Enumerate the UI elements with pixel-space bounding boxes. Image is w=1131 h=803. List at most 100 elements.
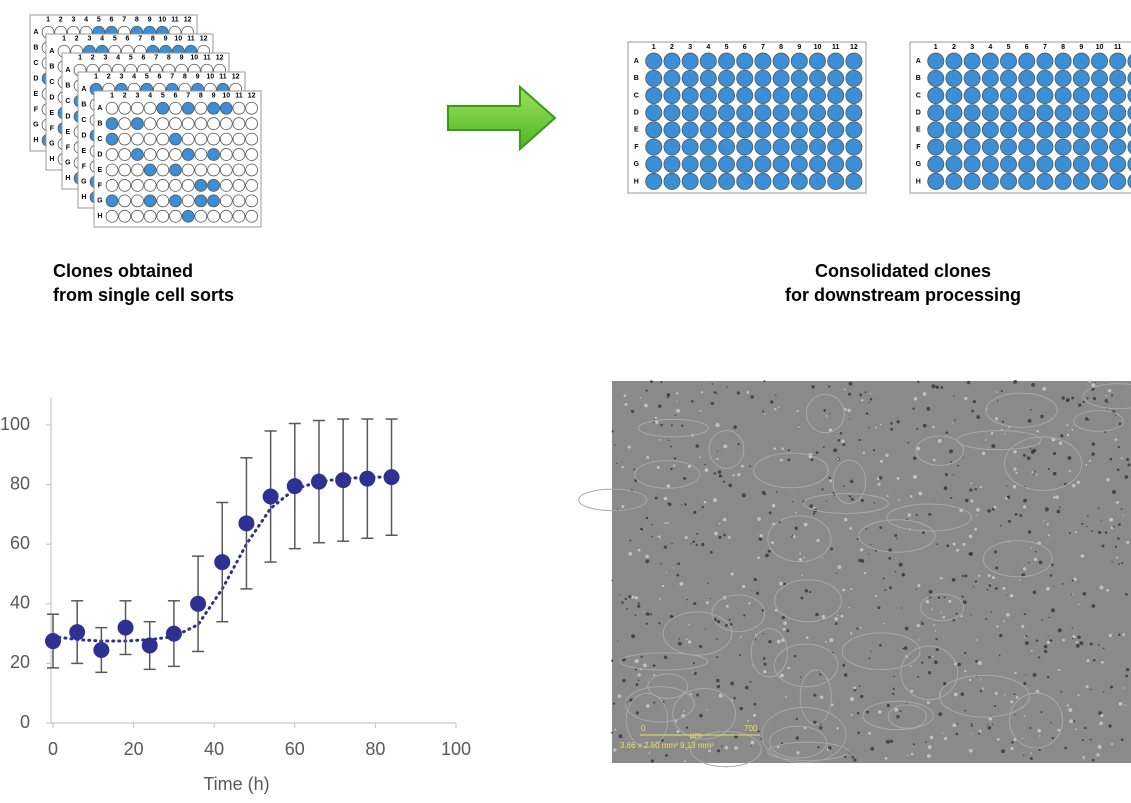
well: [773, 53, 789, 69]
speck: [813, 694, 816, 697]
speck: [678, 642, 682, 646]
speck: [1028, 562, 1029, 563]
speck: [1084, 759, 1085, 760]
well: [846, 139, 862, 155]
speck: [962, 575, 964, 577]
speck: [1112, 490, 1116, 494]
well: [964, 70, 980, 86]
speck: [754, 578, 757, 581]
speck: [793, 535, 796, 538]
column-label: 4: [988, 44, 992, 51]
well: [846, 173, 862, 189]
speck: [631, 634, 635, 638]
well: [1091, 53, 1107, 69]
speck: [783, 621, 787, 625]
speck: [1006, 486, 1007, 487]
speck: [640, 528, 643, 531]
well: [964, 87, 980, 103]
y-tick-label: 80: [10, 473, 30, 493]
speck: [946, 544, 949, 547]
speck: [840, 432, 843, 435]
row-label: E: [34, 91, 39, 98]
speck: [696, 694, 699, 697]
well: [828, 53, 844, 69]
point: [190, 596, 206, 612]
well: [737, 173, 753, 189]
speck: [850, 480, 854, 484]
well: [791, 53, 807, 69]
speck: [866, 412, 869, 415]
well: [208, 179, 220, 191]
speck: [1091, 530, 1093, 532]
row-label: H: [97, 213, 102, 220]
speck: [716, 458, 718, 460]
speck: [1000, 525, 1002, 527]
speck: [1115, 546, 1117, 548]
speck: [655, 417, 657, 419]
column-label: 1: [94, 74, 98, 81]
speck: [841, 439, 845, 443]
well: [928, 139, 944, 155]
speck: [849, 527, 852, 530]
row-label: D: [65, 113, 70, 120]
speck: [1085, 417, 1088, 420]
row-label: E: [916, 127, 921, 134]
speck: [1121, 508, 1123, 510]
speck: [746, 391, 749, 394]
speck: [1118, 523, 1121, 526]
speck: [667, 484, 671, 488]
column-label: 11: [203, 55, 211, 62]
row-label: G: [49, 141, 55, 148]
row-label: C: [33, 60, 38, 67]
speck: [658, 536, 661, 539]
column-label: 3: [688, 44, 692, 51]
speck: [645, 622, 647, 624]
well: [233, 179, 245, 191]
speck: [870, 393, 872, 395]
speck: [1122, 633, 1125, 636]
well: [928, 156, 944, 172]
speck: [675, 414, 676, 415]
well: [828, 105, 844, 121]
row-label: H: [65, 175, 70, 182]
speck: [942, 733, 943, 734]
speck: [821, 488, 823, 490]
speck: [794, 526, 797, 529]
well: [170, 164, 182, 176]
speck: [1082, 739, 1084, 741]
speck: [707, 709, 708, 710]
speck: [629, 540, 631, 542]
speck: [635, 596, 638, 599]
speck: [1109, 634, 1112, 637]
speck: [875, 595, 877, 597]
speck: [750, 681, 752, 683]
well: [106, 118, 118, 130]
speck: [917, 381, 919, 383]
speck: [714, 532, 718, 536]
speck: [616, 463, 617, 464]
speck: [1091, 452, 1095, 456]
speck: [1058, 669, 1060, 671]
row-label: H: [81, 194, 86, 201]
speck: [976, 415, 980, 419]
well: [828, 156, 844, 172]
well: [646, 122, 662, 138]
speck: [796, 751, 799, 754]
well: [1073, 173, 1089, 189]
speck: [828, 746, 832, 750]
speck: [985, 618, 987, 620]
row-label: B: [916, 75, 921, 82]
caption: from single cell sorts: [53, 285, 234, 305]
speck: [651, 759, 654, 762]
well: [682, 105, 698, 121]
speck: [743, 614, 745, 616]
speck: [758, 730, 760, 732]
well: [646, 70, 662, 86]
speck: [1053, 452, 1056, 455]
speck: [717, 685, 720, 688]
speck: [719, 523, 721, 525]
well: [718, 173, 734, 189]
speck: [850, 697, 854, 701]
point: [93, 642, 109, 658]
x-axis-label: Time (h): [203, 774, 269, 794]
